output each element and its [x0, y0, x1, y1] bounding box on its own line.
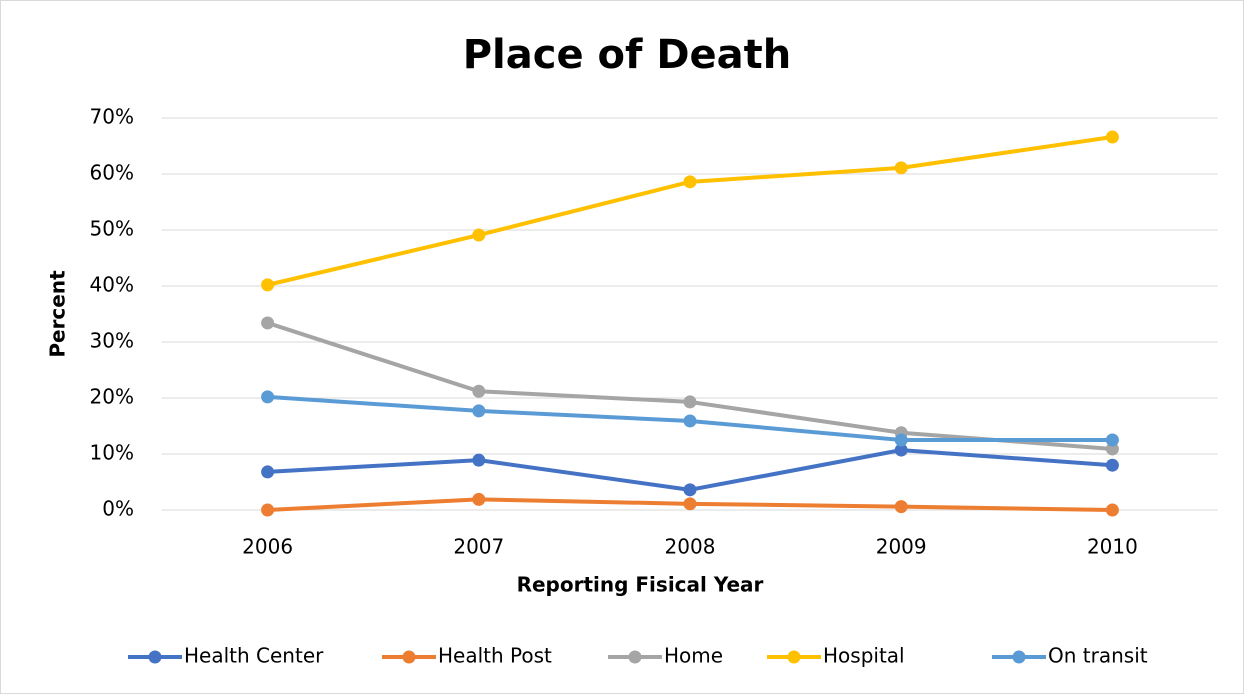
data-point — [683, 395, 697, 409]
y-tick-label: 20% — [90, 385, 134, 409]
legend-label: On transit — [1048, 644, 1148, 668]
legend-marker — [148, 650, 162, 664]
data-point — [472, 228, 486, 242]
data-point — [261, 390, 275, 404]
x-axis-label: Reporting Fisical Year — [517, 573, 764, 597]
data-point — [894, 500, 908, 514]
data-point — [683, 414, 697, 428]
data-point — [1105, 130, 1119, 144]
data-point — [1105, 458, 1119, 472]
y-axis-label: Percent — [46, 270, 70, 358]
data-point — [894, 433, 908, 447]
data-point — [683, 483, 697, 497]
legend-label: Hospital — [823, 644, 905, 668]
data-point — [261, 316, 275, 330]
legend-label: Home — [664, 644, 723, 668]
data-point — [261, 465, 275, 479]
data-point — [261, 278, 275, 292]
legend-marker — [628, 650, 642, 664]
data-point — [472, 492, 486, 506]
x-tick-label: 2006 — [242, 535, 293, 559]
x-tick-label: 2007 — [453, 535, 504, 559]
y-tick-label: 0% — [102, 497, 134, 521]
data-point — [472, 453, 486, 467]
y-tick-label: 50% — [90, 217, 134, 241]
data-point — [683, 175, 697, 189]
legend-marker — [1012, 650, 1026, 664]
data-point — [894, 443, 908, 457]
legend-marker — [787, 650, 801, 664]
y-tick-label: 10% — [90, 441, 134, 465]
y-tick-label: 60% — [90, 161, 134, 185]
y-tick-label: 40% — [90, 273, 134, 297]
data-point — [1105, 433, 1119, 447]
data-point — [472, 404, 486, 418]
legend-label: Health Center — [184, 644, 324, 668]
chart-title: Place of Death — [463, 32, 792, 78]
x-tick-label: 2009 — [876, 535, 927, 559]
legend-label: Health Post — [438, 644, 552, 668]
data-point — [1105, 442, 1119, 456]
legend-marker — [402, 650, 416, 664]
x-tick-label: 2008 — [665, 535, 716, 559]
y-tick-label: 30% — [90, 329, 134, 353]
data-point — [683, 497, 697, 511]
x-tick-label: 2010 — [1087, 535, 1138, 559]
data-point — [1105, 503, 1119, 517]
data-point — [894, 161, 908, 175]
y-tick-label: 70% — [90, 105, 134, 129]
data-point — [472, 384, 486, 398]
data-point — [261, 503, 275, 517]
